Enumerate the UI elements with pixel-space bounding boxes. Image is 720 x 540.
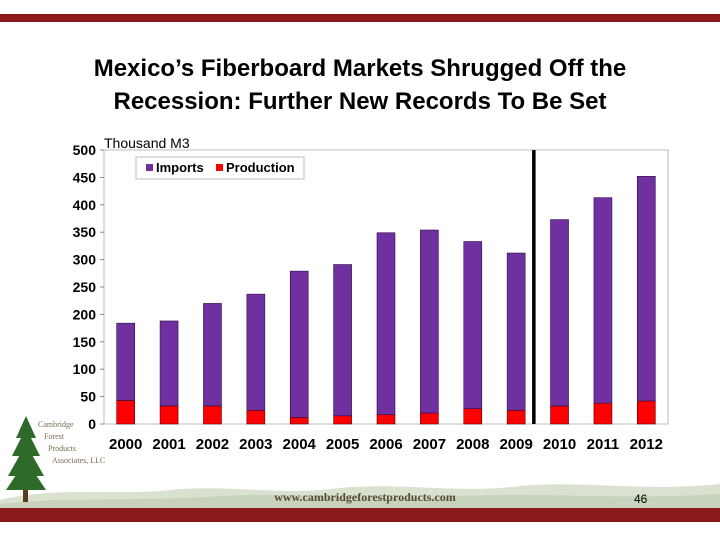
x-tick-label-2004: 2004 <box>283 436 317 453</box>
pine-tree-icon <box>6 416 46 502</box>
chart-legend: Imports Production <box>135 156 305 180</box>
y-tick-label: 250 <box>73 279 97 295</box>
bar-production-2007 <box>420 412 439 425</box>
bar-imports-2002 <box>203 303 222 407</box>
bar-imports-2011 <box>593 197 613 404</box>
bar-production-2001 <box>159 405 179 425</box>
bar-imports-2008 <box>463 241 483 409</box>
bar-imports-2010 <box>550 219 569 407</box>
logo-text-4: Associates, LLC <box>52 456 106 465</box>
bar-production-2009 <box>506 409 526 425</box>
slide-title-line-1: Mexico’s Fiberboard Markets Shrugged Off… <box>93 55 627 82</box>
bar-production-2011 <box>593 402 613 425</box>
legend-label-production: Production <box>226 160 295 175</box>
legend-swatch-production <box>216 164 223 171</box>
slide-title-line-2: Recession: Further New Records To Be Set <box>113 88 607 115</box>
forest-hills-decoration <box>0 484 720 508</box>
x-tick-label-2007: 2007 <box>413 436 446 453</box>
footer-website-link[interactable]: www.cambridgeforestproducts.com <box>274 490 456 504</box>
x-tick-label-2000: 2000 <box>109 436 142 453</box>
y-tick-label: 50 <box>80 389 96 405</box>
company-logo: Cambridge Forest Products Associates, LL… <box>4 414 114 510</box>
bar-production-2003 <box>246 409 266 425</box>
y-tick-label: 300 <box>73 252 97 268</box>
logo-text-1: Cambridge <box>38 420 74 429</box>
y-axis-label: Thousand M3 <box>104 135 190 151</box>
x-tick-label-2009: 2009 <box>499 436 532 453</box>
y-tick-label: 150 <box>73 334 97 350</box>
y-tick-label: 450 <box>73 169 97 185</box>
x-tick-label-2003: 2003 <box>239 436 272 453</box>
bar-production-2002 <box>203 405 222 425</box>
bar-production-2005 <box>333 415 352 425</box>
bar-production-2004 <box>289 417 309 425</box>
fiberboard-stacked-bar-chart: 0 50 100 150 200 250 300 350 400 450 500 2000 2001 2… <box>73 135 669 453</box>
bar-imports-2004 <box>289 270 309 418</box>
legend-label-imports: Imports <box>156 160 204 175</box>
slide-title: Mexico’s Fiberboard Markets Shrugged Off… <box>20 52 700 118</box>
legend-swatch-imports <box>146 164 153 171</box>
x-tick-label-2001: 2001 <box>152 436 185 453</box>
top-brand-bar <box>0 14 720 22</box>
bar-imports-2012 <box>637 176 656 402</box>
bar-production-2000 <box>116 400 135 425</box>
y-tick-label: 0 <box>88 416 96 432</box>
bar-production-2010 <box>550 405 569 425</box>
x-tick-label-2012: 2012 <box>630 436 663 453</box>
bar-imports-2005 <box>333 264 352 417</box>
bar-imports-2006 <box>376 232 396 415</box>
x-tick-label-2006: 2006 <box>369 436 402 453</box>
y-tick-label: 200 <box>73 306 97 322</box>
y-tick-label: 500 <box>73 142 97 158</box>
bar-imports-2000 <box>116 322 135 401</box>
bottom-brand-bar <box>0 508 720 522</box>
y-tick-label: 350 <box>73 224 97 240</box>
bar-production-2008 <box>463 408 483 425</box>
logo-text-2: Forest <box>44 432 64 441</box>
bar-imports-2007 <box>420 229 439 414</box>
bar-production-2006 <box>376 414 396 425</box>
x-tick-label-2002: 2002 <box>196 436 229 453</box>
bar-imports-2003 <box>246 293 266 411</box>
bar-imports-2009 <box>506 252 526 411</box>
x-tick-label-2010: 2010 <box>543 436 576 453</box>
x-tick-label-2008: 2008 <box>456 436 489 453</box>
y-tick-label: 100 <box>73 361 97 377</box>
bar-production-2012 <box>637 400 656 425</box>
x-tick-label-2005: 2005 <box>326 436 359 453</box>
bar-imports-2001 <box>159 320 179 407</box>
logo-text-3: Products <box>48 444 76 453</box>
y-tick-label: 400 <box>73 197 97 213</box>
page-number: 46 <box>634 492 648 506</box>
x-tick-label-2011: 2011 <box>587 436 620 453</box>
